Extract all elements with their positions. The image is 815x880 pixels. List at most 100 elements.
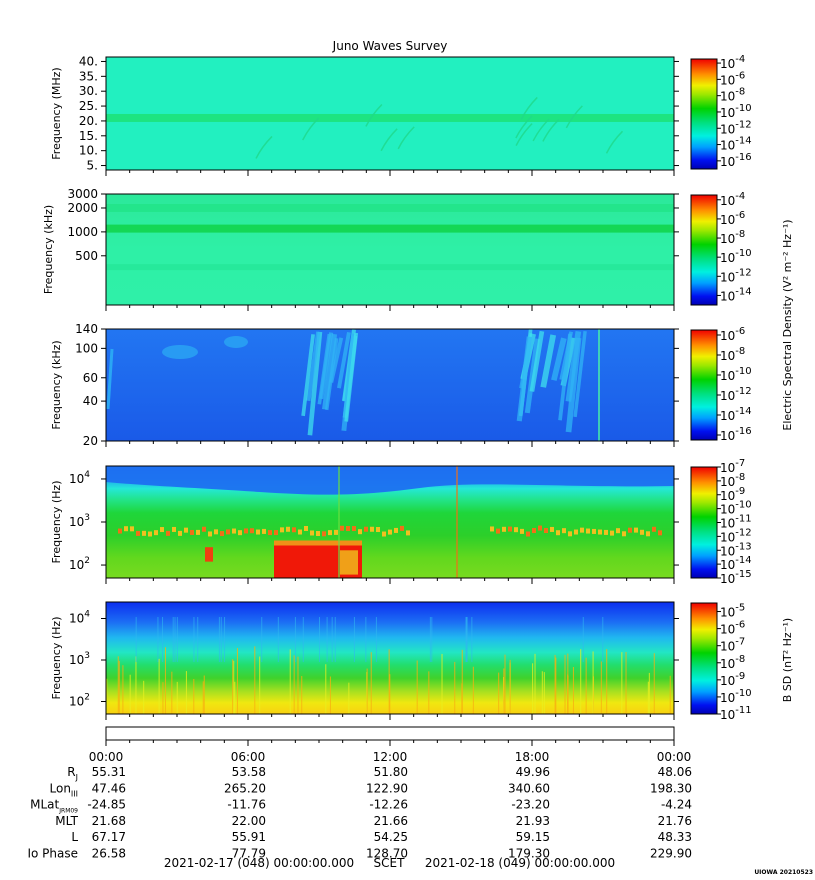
emission-dash — [550, 526, 554, 532]
colorbar-tick-label: 10-14 — [720, 406, 752, 423]
colorbar-tick-label: 10-15 — [720, 569, 752, 586]
colorbar-tick-exponent: -16 — [735, 426, 751, 437]
y-tick-label: 25. — [79, 99, 98, 113]
y-tick-exponent: 2 — [84, 556, 90, 566]
emission-dash — [214, 529, 218, 535]
burst-streak-0 — [322, 333, 338, 410]
colorbar-tick-label: 10-8 — [720, 229, 745, 246]
emission-dash — [352, 526, 356, 532]
colorbar-tick-exponent: -10 — [735, 103, 751, 114]
time-tick-label: 00:00 — [89, 750, 124, 764]
colorbar — [690, 466, 718, 579]
ephemeris-value: 77.79 — [232, 847, 266, 861]
emission-dash — [490, 526, 494, 532]
emission-dash — [238, 530, 242, 536]
time-axis: 00:00 06:00 12:00 18:00 00:00 — [89, 726, 691, 764]
colorbar — [690, 194, 718, 306]
emission-dash — [178, 530, 182, 536]
colorbar-tick-label: 10-11 — [720, 705, 752, 722]
emission-dash — [274, 530, 278, 536]
colorbar-tick-label: 10-4 — [720, 191, 745, 208]
ephemeris-value: 229.90 — [650, 847, 692, 861]
colorbar-tick-exponent: -11 — [735, 514, 751, 525]
left-streak — [106, 348, 114, 410]
y-tick-label: 20. — [79, 114, 98, 128]
y-axis-label: Frequency (kHz) — [42, 205, 55, 294]
colorbar-tick-exponent: -6 — [735, 70, 745, 81]
ephemeris-value: 67.17 — [92, 830, 126, 844]
emission-patch-0 — [162, 345, 198, 359]
colorbar-label-magnetic: B SD (nT² Hz⁻¹) — [781, 618, 794, 702]
emission-dash — [118, 528, 122, 534]
emission-dash — [130, 526, 134, 532]
arc-emission — [542, 118, 560, 142]
y-tick-exponent: 2 — [84, 693, 90, 703]
emission-dash — [124, 526, 128, 532]
colorbar-tick-label: 10-12 — [720, 267, 752, 284]
burst-streak-1 — [565, 330, 582, 402]
emission-dash — [202, 526, 206, 532]
emission-dash — [658, 530, 662, 536]
ephemeris-value: -11.76 — [227, 798, 266, 812]
colorbar-tick-exponent: -14 — [735, 406, 751, 417]
emission-band-0 — [106, 113, 674, 122]
emission-dash — [388, 529, 392, 535]
arc-emission — [255, 135, 273, 159]
colorbar-tick-exponent: -10 — [735, 248, 751, 259]
emission-dash — [628, 527, 632, 533]
colorbar-tick-exponent: -12 — [735, 267, 751, 278]
y-axis-label: Frequency (kHz) — [50, 340, 63, 429]
colorbar-tick-exponent: -9 — [735, 671, 745, 682]
colorbar-label-e: Electric Spectral Density (V² m⁻² Hz⁻¹) — [781, 219, 794, 430]
colorbar-tick-label: 10-10 — [720, 688, 752, 705]
emission-band-low — [106, 264, 674, 271]
ephemeris-value: 21.76 — [658, 814, 692, 828]
emission-patch-1 — [224, 336, 248, 348]
ephemeris-value: 21.68 — [92, 814, 126, 828]
upper-noise-region — [106, 466, 674, 495]
colorbar-tick-exponent: -8 — [735, 654, 745, 665]
colorbar-tick-exponent: -14 — [735, 136, 751, 147]
ephemeris-value: 49.96 — [516, 765, 550, 779]
burst-streak-0 — [344, 332, 359, 422]
colorbar-tick-label: 10-6 — [720, 326, 745, 343]
emission-dash — [544, 528, 548, 534]
colorbar-tick-exponent: -6 — [735, 620, 745, 631]
ephemeris-table: RJ 55.31 53.58 51.80 49.96 48.06 LonIII 47.46 26… — [27, 765, 692, 861]
colorbar-tick-exponent: -12 — [735, 527, 751, 538]
y-tick-label: 1000 — [67, 225, 98, 239]
colorbar-tick-exponent: -9 — [735, 486, 745, 497]
arc-emission — [302, 117, 320, 141]
burst-streak-1 — [540, 334, 557, 388]
y-tick-label: 20 — [83, 434, 98, 448]
colorbar-tick-exponent: -12 — [735, 119, 751, 130]
colorbar-tick-exponent: -11 — [735, 705, 751, 716]
ephemeris-value: 55.31 — [92, 765, 126, 779]
y-tick-label: 60 — [83, 371, 98, 385]
y-tick-label: 102 — [69, 693, 90, 709]
time-tick-label: 18:00 — [515, 750, 550, 764]
emission-dash — [208, 531, 212, 537]
colorbar-tick-label: 10-10 — [720, 103, 752, 120]
ephemeris-value: 47.46 — [92, 781, 126, 795]
emission-dash — [286, 526, 290, 532]
emission-spot-2 — [340, 550, 358, 575]
emission-dash — [616, 528, 620, 534]
ephemeris-label: LonIII — [50, 781, 79, 798]
footer-end-time: 2021-02-18 (049) 00:00:00.000 — [425, 856, 615, 870]
arc-emission — [532, 118, 550, 142]
ephemeris-value: 21.93 — [516, 814, 550, 828]
emission-dash — [298, 529, 302, 535]
arc-emission — [515, 115, 533, 139]
colorbar-label-electric: Electric Spectral Density (V² m⁻² Hz⁻¹) — [781, 219, 794, 430]
ephemeris-value: 265.20 — [224, 781, 266, 795]
emission-band-1 — [106, 203, 674, 212]
emission-dash — [496, 528, 500, 534]
colorbar-tick-label: 10-5 — [720, 603, 745, 620]
colorbar-tick-label: 10-4 — [720, 54, 745, 71]
colorbar-tick-label: 10-14 — [720, 286, 752, 303]
colorbar-tick-exponent: -4 — [735, 191, 745, 202]
colorbar-tick-exponent: -10 — [735, 366, 751, 377]
